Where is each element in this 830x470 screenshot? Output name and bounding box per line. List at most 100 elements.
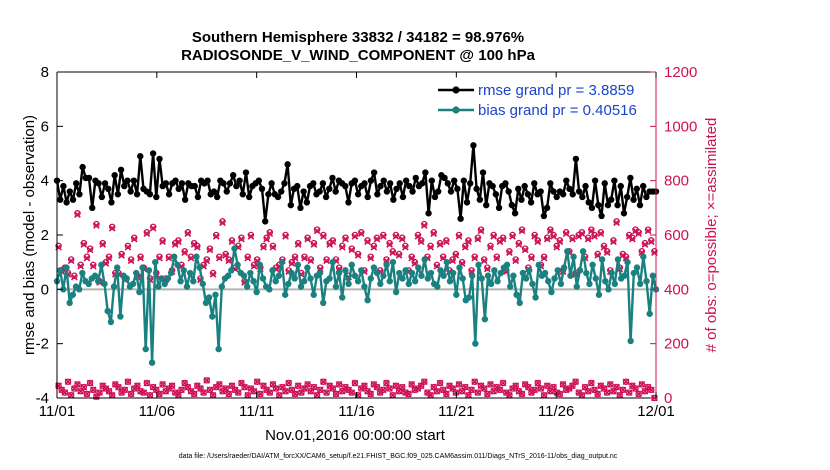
- rmse-point: [89, 204, 96, 212]
- rmse-point: [367, 177, 375, 184]
- bias-point: [339, 294, 346, 301]
- series-lines: [53, 142, 660, 366]
- obs-low-assimilated-point: [584, 387, 592, 395]
- rmse-point: [553, 193, 560, 201]
- obs-assimilated-point: [528, 254, 535, 262]
- obs-low-possible-point: [241, 383, 248, 391]
- obs-low-assimilated-point: [427, 391, 434, 399]
- obs-assimilated-point: [175, 238, 182, 246]
- y2-tick-label: 400: [664, 281, 689, 298]
- rmse-point: [258, 185, 266, 193]
- obs-low-assimilated-point: [625, 389, 633, 396]
- rmse-point: [156, 155, 163, 163]
- bias-point: [186, 269, 194, 277]
- rmse-point: [121, 182, 128, 190]
- obs-low-assimilated-point: [638, 381, 646, 388]
- bias-point: [199, 280, 206, 288]
- rmse-point: [124, 177, 131, 184]
- obs-assimilated-point: [83, 254, 91, 262]
- obs-possible-point: [395, 250, 403, 258]
- bias-point: [155, 283, 162, 290]
- bias-point: [373, 269, 381, 277]
- bias-point: [526, 267, 533, 274]
- rmse-point: [95, 180, 102, 187]
- obs-assimilated-point: [282, 232, 289, 240]
- rmse-point: [476, 196, 484, 203]
- obs-low-possible-point: [83, 390, 91, 398]
- obs-assimilated-point: [373, 235, 381, 243]
- obs-low-assimilated-point: [241, 383, 248, 391]
- obs-low-possible-point: [531, 386, 538, 394]
- bias-point: [117, 313, 124, 320]
- rmse-point: [162, 180, 170, 187]
- bias-point: [354, 277, 362, 285]
- obs-possible-point: [398, 234, 406, 241]
- obs-assimilated-point: [578, 230, 586, 238]
- rmse-point: [406, 182, 413, 190]
- obs-possible-point: [417, 237, 425, 244]
- bias-point: [560, 264, 568, 271]
- legend-box: [432, 77, 646, 125]
- obs-low-possible-point: [134, 382, 141, 390]
- bias-point: [459, 275, 466, 282]
- obs-low-possible-point: [279, 383, 286, 391]
- obs-assimilated-point: [222, 252, 230, 259]
- bias-point: [152, 258, 159, 266]
- obs-assimilated-point: [149, 224, 157, 232]
- rmse-point: [380, 177, 387, 184]
- obs-possible-point: [143, 229, 151, 236]
- bias-point: [614, 256, 622, 263]
- obs-assimilated-point: [487, 243, 494, 251]
- axes: [56, 71, 657, 399]
- obs-low-possible-point: [430, 383, 437, 391]
- obs-low-assimilated-point: [74, 381, 81, 388]
- obs-assimilated-point: [512, 257, 520, 265]
- rmse-point: [310, 180, 317, 187]
- obs-assimilated-point: [225, 257, 233, 265]
- obs-low-assimilated-point: [588, 379, 595, 387]
- obs-possible-point: [584, 234, 592, 241]
- rmse-point: [300, 188, 307, 195]
- bias-point: [627, 337, 634, 345]
- obs-low-possible-point: [222, 385, 229, 392]
- rmse-point: [524, 191, 532, 198]
- obs-low-possible-point: [518, 390, 526, 398]
- x-tick-label: 11/16: [338, 403, 374, 420]
- obs-low-assimilated-point: [234, 389, 242, 396]
- obs-assimilated-point: [480, 257, 488, 265]
- rmse-point: [73, 180, 80, 187]
- rmse-point: [281, 180, 288, 187]
- obs-possible-point: [301, 253, 308, 260]
- obs-low-assimilated-point: [323, 389, 330, 396]
- obs-assimilated-point: [99, 241, 107, 248]
- rmse-point: [575, 188, 583, 195]
- rmse-point: [236, 177, 243, 184]
- bias-point: [465, 294, 473, 301]
- obs-assimilated-point: [247, 232, 255, 240]
- obs-low-possible-point: [610, 387, 617, 395]
- obs-assimilated-point: [80, 241, 88, 248]
- obs-low-possible-point: [153, 386, 160, 394]
- bias-point: [240, 272, 248, 279]
- rmse-point: [175, 185, 182, 193]
- obs-assimilated-point: [490, 232, 498, 240]
- obs-low-assimilated-point: [465, 391, 472, 399]
- obs-assimilated-point: [348, 246, 356, 254]
- rmse-point: [390, 196, 397, 203]
- obs-assimilated-point: [613, 219, 620, 227]
- obs-possible-point: [386, 239, 393, 247]
- rmse-point: [57, 196, 64, 203]
- bias-point: [63, 264, 70, 271]
- bias-point: [171, 253, 178, 260]
- rmse-point: [239, 191, 246, 198]
- obs-low-possible-point: [184, 383, 192, 391]
- rmse-point: [527, 199, 535, 206]
- obs-low-possible-point: [648, 386, 655, 394]
- rmse-point: [274, 193, 282, 201]
- bias-point: [161, 280, 168, 288]
- bias-point: [294, 261, 302, 269]
- rmse-point: [66, 188, 74, 195]
- rmse-point: [223, 188, 230, 195]
- obs-low-assimilated-point: [256, 390, 264, 398]
- obs-assimilated-point: [597, 230, 605, 238]
